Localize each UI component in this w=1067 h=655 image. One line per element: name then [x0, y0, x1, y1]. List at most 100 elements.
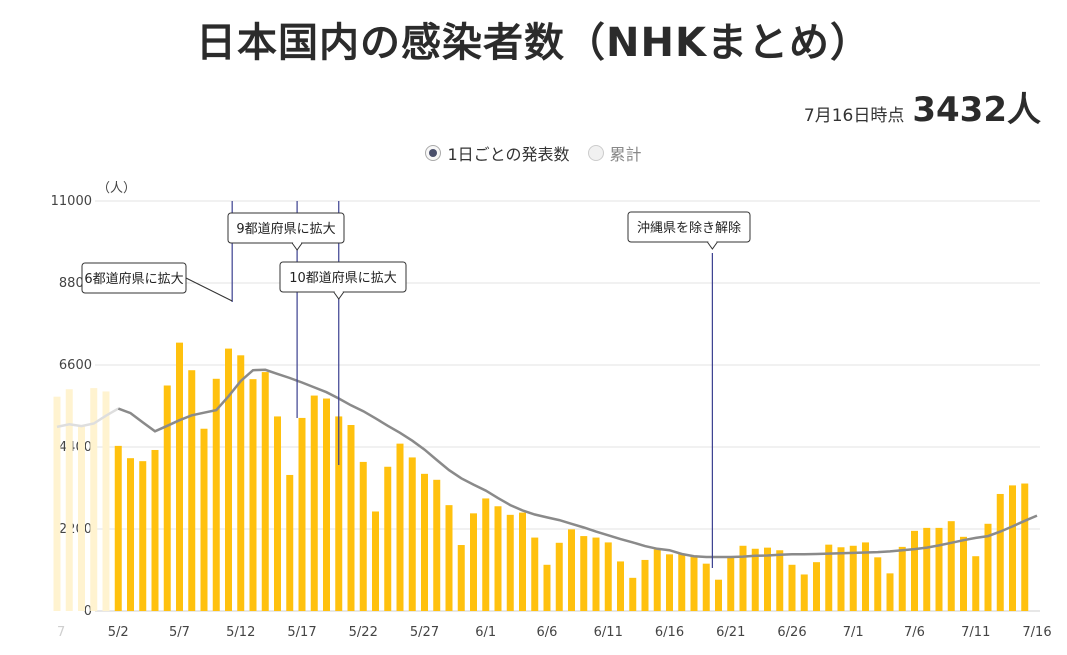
bar — [960, 536, 967, 611]
bar — [813, 562, 820, 611]
bar — [421, 473, 428, 611]
bar — [629, 577, 637, 611]
bar — [580, 536, 588, 611]
x-tick-label: 5/22 — [349, 625, 378, 640]
x-tick-label: 7/16 — [1022, 625, 1051, 640]
callout-10-prefectures-label: 10都道府県に拡大 — [289, 271, 397, 286]
y-tick-label: 4400 — [59, 440, 92, 455]
as-of-count: 3432人 — [912, 90, 1041, 130]
bar — [898, 546, 906, 611]
bar — [1021, 483, 1029, 611]
bar — [114, 445, 122, 611]
bar — [531, 537, 539, 611]
bar — [127, 458, 134, 611]
callout-9-prefectures-label: 9都道府県に拡大 — [236, 222, 335, 237]
bar — [200, 428, 208, 611]
bar — [690, 555, 698, 611]
bar — [519, 512, 526, 611]
radio-cumulative-label: 累計 — [609, 145, 642, 164]
bar — [139, 461, 147, 611]
x-tick-label: 7/6 — [904, 625, 925, 640]
bar — [849, 545, 857, 611]
bar — [298, 417, 306, 611]
bar — [715, 579, 722, 611]
bar — [396, 443, 404, 611]
radio-cumulative[interactable]: 累計 — [587, 141, 642, 165]
x-tick-label: 6/16 — [655, 625, 684, 640]
callout-okinawa-pointer — [706, 241, 719, 250]
x-tick-label: 5/2 — [108, 625, 129, 640]
radio-daily-label: 1日ごとの発表数 — [447, 145, 570, 164]
callout-6-prefectures-leader — [185, 277, 233, 302]
x-tick-label: 5/27 — [410, 625, 439, 640]
bar — [494, 506, 502, 611]
bar — [482, 498, 490, 611]
callout-okinawa-box — [627, 211, 751, 243]
bar — [506, 514, 514, 611]
callout-6-prefectures-box — [81, 262, 187, 294]
bar — [274, 416, 281, 611]
bar — [543, 564, 551, 611]
bar — [788, 564, 796, 611]
chart-title: 日本国内の感染者数（NHKまとめ） — [196, 20, 871, 66]
bar — [176, 342, 183, 611]
radio-selected-icon — [425, 145, 442, 161]
average-line — [117, 368, 1038, 559]
bar — [323, 398, 330, 611]
bar — [445, 505, 453, 611]
bar — [972, 556, 980, 611]
callout-okinawa-pointer-mask — [708, 241, 717, 243]
callout-9-prefectures-pointer — [291, 242, 304, 251]
bar — [433, 479, 441, 611]
bar — [163, 385, 171, 611]
x-tick-label: 6/26 — [777, 625, 806, 640]
bar — [874, 557, 882, 611]
bar — [727, 556, 735, 611]
bar — [102, 391, 110, 611]
radio-daily[interactable]: 1日ごとの発表数 — [425, 141, 570, 165]
x-tick-label: 7/11 — [961, 625, 990, 640]
bar — [592, 537, 600, 611]
bar — [237, 355, 245, 611]
bar — [702, 563, 710, 611]
x-tick-label: 6/21 — [716, 625, 745, 640]
bar — [923, 527, 931, 611]
x-tick-label: 6/6 — [537, 625, 558, 640]
bar — [825, 544, 833, 611]
x-tick-label: 5/12 — [226, 625, 255, 640]
callout-9-prefectures-pointer-mask — [293, 242, 302, 244]
radio-unselected-icon — [587, 145, 604, 161]
bar — [53, 396, 61, 611]
bar — [225, 348, 232, 611]
bar — [188, 370, 196, 611]
x-tick-label: 7/1 — [843, 625, 864, 640]
y-tick-label: 2200 — [59, 522, 92, 537]
bar — [347, 425, 355, 611]
callout-6-prefectures-label: 6都道府県に拡大 — [84, 272, 183, 287]
bar — [947, 521, 955, 611]
bar — [886, 573, 894, 611]
bar — [666, 554, 673, 611]
bar — [678, 553, 686, 611]
bar — [1009, 485, 1016, 611]
callout-9-prefectures-box — [227, 212, 345, 244]
bar — [837, 547, 845, 611]
x-tick-label: 5/7 — [169, 625, 190, 640]
bar — [555, 542, 563, 611]
y-tick-label: 0 — [84, 604, 92, 619]
bar — [911, 530, 918, 611]
bar — [653, 549, 661, 611]
y-axis-label: （人） — [97, 181, 136, 196]
x-tick-label: 7 — [57, 625, 65, 640]
x-tick-label: 6/1 — [475, 625, 496, 640]
bar — [568, 529, 575, 611]
callout-10-prefectures-pointer-mask — [334, 291, 343, 293]
bar — [935, 527, 943, 611]
bar — [249, 379, 257, 611]
bar — [335, 416, 343, 611]
bar — [90, 388, 98, 611]
bar — [78, 426, 85, 611]
bar — [764, 547, 771, 611]
callout-10-prefectures-pointer — [332, 291, 345, 300]
